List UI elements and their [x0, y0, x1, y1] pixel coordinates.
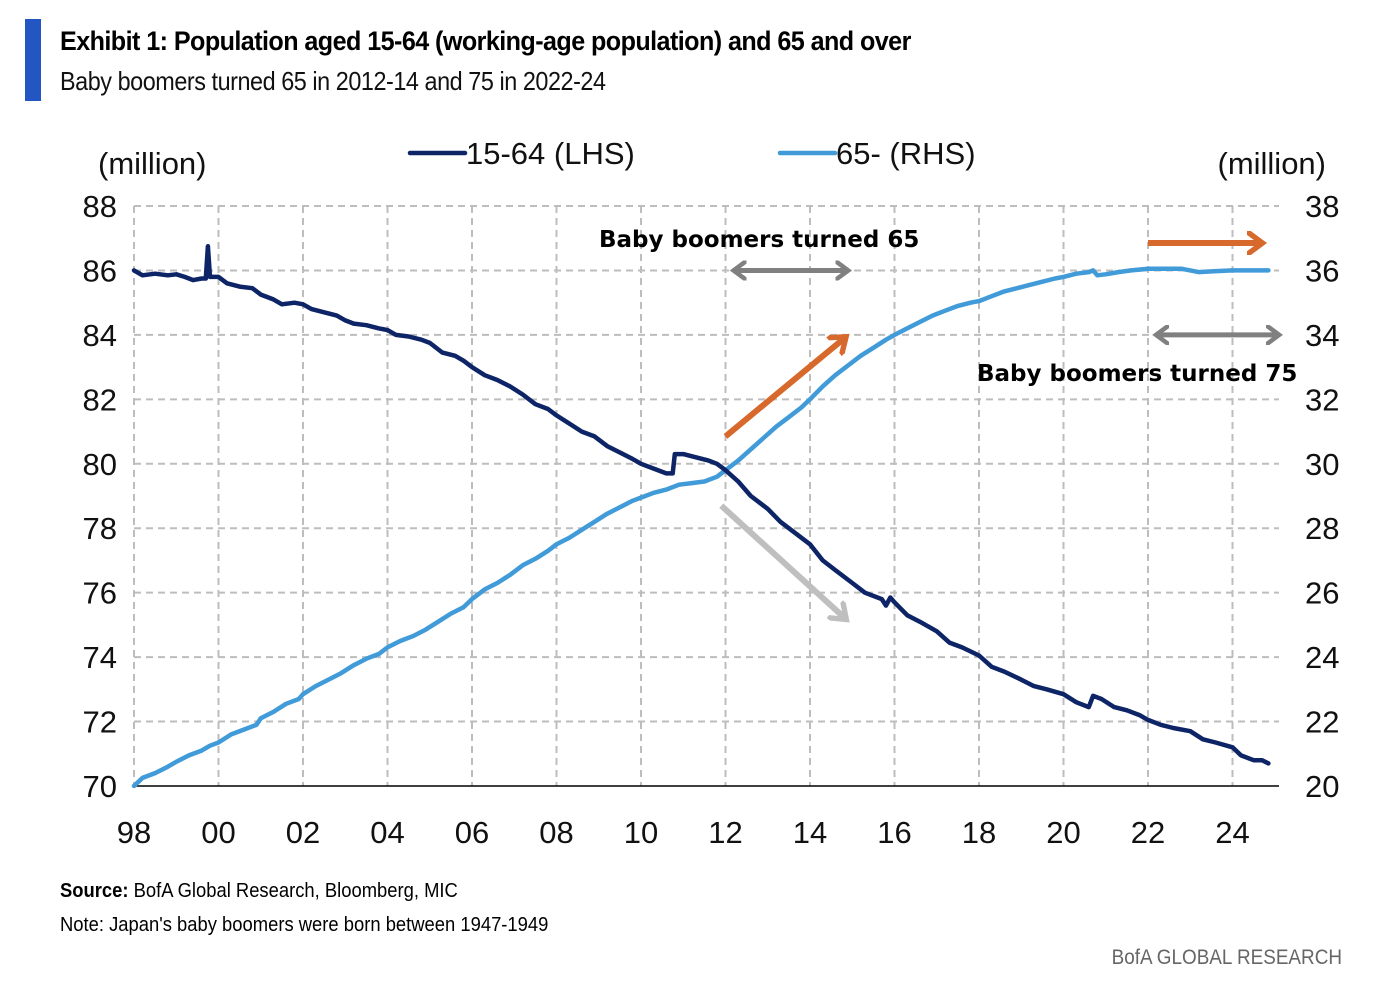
- annotation-arrow: [719, 503, 846, 620]
- x-tick-label: 16: [877, 815, 911, 850]
- y-left-tick-label: 72: [83, 705, 117, 740]
- x-tick-label: 20: [1046, 815, 1080, 850]
- source-line: Source: BofA Global Research, Bloomberg,…: [60, 880, 458, 903]
- legend: 15-64 (LHS) 65- (RHS): [407, 136, 976, 171]
- y-right-tick-label: 36: [1305, 253, 1339, 288]
- x-tick-label: 08: [539, 815, 573, 850]
- chart-subtitle: Baby boomers turned 65 in 2012-14 and 75…: [60, 66, 606, 96]
- y-right-tick-label: 24: [1305, 640, 1339, 675]
- y-left-tick-label: 74: [83, 640, 117, 675]
- y-right-tick-label: 20: [1305, 769, 1339, 804]
- y-right-tick-label: 22: [1305, 705, 1339, 740]
- y-left-tick-label: 86: [83, 253, 117, 288]
- x-tick-label: 24: [1215, 815, 1249, 850]
- y-right-tick-label: 30: [1305, 447, 1339, 482]
- y-right-tick-label: 28: [1305, 511, 1339, 546]
- x-tick-label: 22: [1131, 815, 1165, 850]
- source-text: BofA Global Research, Bloomberg, MIC: [128, 880, 458, 902]
- y-left-tick-label: 82: [83, 382, 117, 417]
- y-left-tick-label: 70: [83, 769, 117, 804]
- brand-label: BofA GLOBAL RESEARCH: [1111, 946, 1342, 969]
- y-left-tick-label: 88: [83, 189, 117, 224]
- legend-label-15-64: 15-64 (LHS): [466, 136, 635, 171]
- x-tick-label: 12: [708, 815, 742, 850]
- x-tick-label: 04: [370, 815, 404, 850]
- x-tick-label: 18: [962, 815, 996, 850]
- x-tick-label: 02: [286, 815, 320, 850]
- y-left-tick-label: 78: [83, 511, 117, 546]
- x-tick-label: 98: [117, 815, 151, 850]
- x-axis: 98 00 02 04 06 08 10 12 14 16 18 20 22 24: [117, 815, 1250, 850]
- annotation-arrow: [723, 337, 847, 439]
- y-axis-right-unit-label: (million): [1218, 146, 1327, 181]
- y-left-tick-label: 84: [83, 318, 117, 353]
- series-line-65-plus: [131, 266, 1271, 789]
- source-label: Source:: [60, 880, 129, 902]
- gridlines: [133, 205, 1279, 786]
- series-layer: [131, 244, 1271, 789]
- y-right-tick-label: 32: [1305, 382, 1339, 417]
- note-line: Note: Japan's baby boomers were born bet…: [60, 914, 549, 936]
- y-axis-right: 20 22 24 26 28 30 32 34 36 38: [1305, 189, 1339, 804]
- y-right-tick-label: 34: [1305, 318, 1339, 353]
- chart-svg: 70 72 74 76 78 80 82 84 86 88 20 22 24 26 28 30 32 34 36 3…: [83, 136, 1340, 850]
- y-right-tick-label: 38: [1305, 189, 1339, 224]
- series-line-15-64: [131, 244, 1271, 766]
- y-axis-left: 70 72 74 76 78 80 82 84 86 88: [83, 189, 117, 804]
- x-tick-label: 14: [793, 815, 827, 850]
- y-left-tick-label: 76: [83, 576, 117, 611]
- title-accent-bar: [25, 19, 41, 101]
- chart-title: Exhibit 1: Population aged 15-64 (workin…: [60, 26, 911, 56]
- x-tick-label: 10: [624, 815, 658, 850]
- y-left-tick-label: 80: [83, 447, 117, 482]
- annotation-text-turned-65: Baby boomers turned 65: [599, 227, 919, 253]
- x-tick-label: 06: [455, 815, 489, 850]
- y-axis-left-unit-label: (million): [98, 146, 207, 181]
- legend-label-65-plus: 65- (RHS): [836, 136, 976, 171]
- x-tick-label: 00: [201, 815, 235, 850]
- annotation-text-turned-75: Baby boomers turned 75: [977, 361, 1297, 387]
- y-right-tick-label: 26: [1305, 576, 1339, 611]
- annotation-layer: [719, 243, 1279, 620]
